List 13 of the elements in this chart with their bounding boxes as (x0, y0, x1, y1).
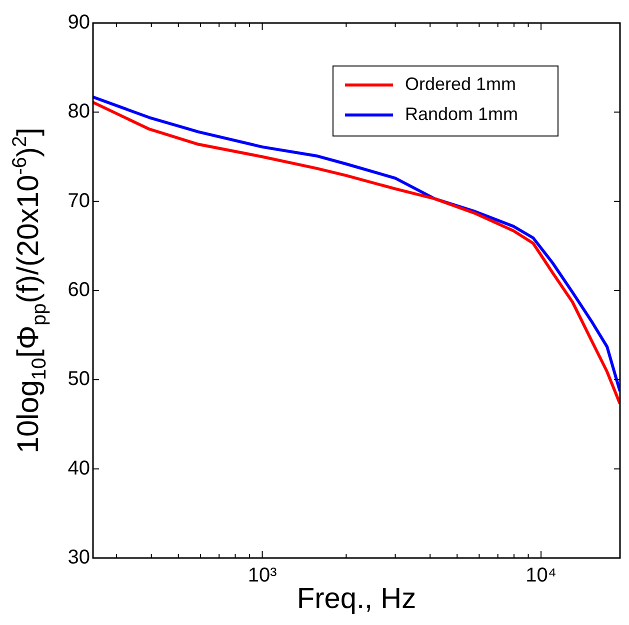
text: 10log10[Φpp(f)/(20x10-6)2] (9, 128, 50, 454)
legend-label: Ordered 1mm (405, 74, 516, 94)
x-axis-title: Freq., Hz (296, 583, 416, 615)
y-tick-label: 30 (68, 546, 90, 569)
x-tick-label: 10³ (248, 564, 278, 587)
y-tick-label: 70 (68, 190, 90, 212)
y-tick-label: 90 (68, 12, 90, 34)
y-tick-label: 80 (68, 100, 90, 123)
y-tick-label: 50 (68, 368, 90, 390)
legend-label: Random 1mm (405, 104, 518, 124)
x-tick-label: 10⁴ (526, 564, 556, 587)
y-tick-label: 40 (68, 457, 90, 480)
y-tick-label: 60 (68, 279, 90, 302)
